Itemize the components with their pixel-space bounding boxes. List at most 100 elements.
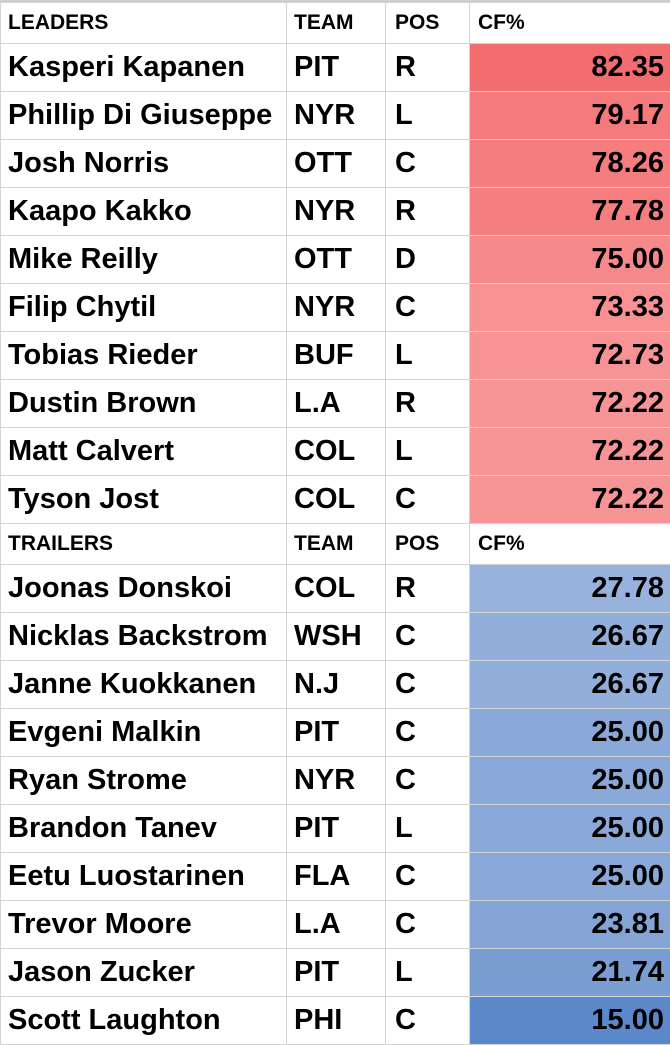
position-cell[interactable]: C [385, 283, 470, 332]
cf-percent-cell[interactable]: 72.22 [469, 475, 670, 524]
cf-percent-cell[interactable]: 72.22 [469, 379, 670, 428]
position-cell[interactable]: D [385, 235, 470, 284]
cf-percent-cell[interactable]: 15.00 [469, 996, 670, 1045]
player-name-cell[interactable]: Nicklas Backstrom [0, 612, 287, 661]
player-name-cell[interactable]: Scott Laughton [0, 996, 287, 1045]
leaders-header-label[interactable]: LEADERS [0, 2, 287, 44]
player-name-cell[interactable]: Evgeni Malkin [0, 708, 287, 757]
team-cell[interactable]: FLA [286, 852, 386, 901]
team-cell[interactable]: OTT [286, 139, 386, 188]
position-cell[interactable]: L [385, 91, 470, 140]
cf-percent-cell[interactable]: 25.00 [469, 852, 670, 901]
team-cell[interactable]: N.J [286, 660, 386, 709]
position-cell[interactable]: L [385, 948, 470, 997]
player-name-cell[interactable]: Trevor Moore [0, 900, 287, 949]
position-cell[interactable]: C [385, 139, 470, 188]
trailers-table-row: Evgeni Malkin PIT C 25.00 [0, 708, 670, 757]
trailers-table-row: Ryan Strome NYR C 25.00 [0, 756, 670, 805]
cf-percent-cell[interactable]: 75.00 [469, 235, 670, 284]
player-name-cell[interactable]: Matt Calvert [0, 427, 287, 476]
player-name-cell[interactable]: Dustin Brown [0, 379, 287, 428]
player-name-cell[interactable]: Filip Chytil [0, 283, 287, 332]
position-cell[interactable]: R [385, 43, 470, 92]
team-cell[interactable]: NYR [286, 91, 386, 140]
cf-header[interactable]: CF% [469, 523, 670, 565]
player-name-cell[interactable]: Kaapo Kakko [0, 187, 287, 236]
trailers-table-row: Jason Zucker PIT L 21.74 [0, 948, 670, 997]
team-cell[interactable]: L.A [286, 900, 386, 949]
team-cell[interactable]: L.A [286, 379, 386, 428]
team-cell[interactable]: PIT [286, 43, 386, 92]
player-name-cell[interactable]: Mike Reilly [0, 235, 287, 284]
trailers-table-row: Joonas Donskoi COL R 27.78 [0, 564, 670, 613]
cf-percent-cell[interactable]: 72.73 [469, 331, 670, 380]
player-name-cell[interactable]: Jason Zucker [0, 948, 287, 997]
leaders-table-row: Josh Norris OTT C 78.26 [0, 139, 670, 188]
player-name-cell[interactable]: Kasperi Kapanen [0, 43, 287, 92]
position-cell[interactable]: L [385, 427, 470, 476]
player-name-cell[interactable]: Phillip Di Giuseppe [0, 91, 287, 140]
player-name-cell[interactable]: Brandon Tanev [0, 804, 287, 853]
leaders-table-row: Filip Chytil NYR C 73.33 [0, 283, 670, 332]
team-cell[interactable]: COL [286, 564, 386, 613]
player-name-cell[interactable]: Tobias Rieder [0, 331, 287, 380]
position-cell[interactable]: C [385, 708, 470, 757]
team-cell[interactable]: NYR [286, 187, 386, 236]
team-cell[interactable]: PIT [286, 948, 386, 997]
trailers-table-row: Eetu Luostarinen FLA C 25.00 [0, 852, 670, 901]
position-cell[interactable]: C [385, 996, 470, 1045]
team-cell[interactable]: NYR [286, 756, 386, 805]
leaders-header-row: LEADERS TEAM POS CF% [0, 2, 670, 44]
position-cell[interactable]: R [385, 379, 470, 428]
cf-percent-cell[interactable]: 25.00 [469, 708, 670, 757]
pos-header[interactable]: POS [385, 2, 470, 44]
cf-percent-cell[interactable]: 78.26 [469, 139, 670, 188]
player-name-cell[interactable]: Tyson Jost [0, 475, 287, 524]
player-name-cell[interactable]: Eetu Luostarinen [0, 852, 287, 901]
position-cell[interactable]: C [385, 475, 470, 524]
team-cell[interactable]: COL [286, 427, 386, 476]
cf-percent-cell[interactable]: 79.17 [469, 91, 670, 140]
team-cell[interactable]: BUF [286, 331, 386, 380]
cf-percent-cell[interactable]: 82.35 [469, 43, 670, 92]
cf-percent-cell[interactable]: 77.78 [469, 187, 670, 236]
position-cell[interactable]: R [385, 187, 470, 236]
position-cell[interactable]: C [385, 612, 470, 661]
cf-percent-cell[interactable]: 26.67 [469, 660, 670, 709]
position-cell[interactable]: L [385, 804, 470, 853]
leaders-table-row: Dustin Brown L.A R 72.22 [0, 379, 670, 428]
team-cell[interactable]: PHI [286, 996, 386, 1045]
leaders-table-row: Kasperi Kapanen PIT R 82.35 [0, 43, 670, 92]
cf-percent-cell[interactable]: 25.00 [469, 804, 670, 853]
team-cell[interactable]: WSH [286, 612, 386, 661]
cf-percent-cell[interactable]: 25.00 [469, 756, 670, 805]
cf-percent-cell[interactable]: 72.22 [469, 427, 670, 476]
position-cell[interactable]: L [385, 331, 470, 380]
cf-percent-cell[interactable]: 23.81 [469, 900, 670, 949]
leaders-table-row: Tyson Jost COL C 72.22 [0, 475, 670, 524]
team-cell[interactable]: OTT [286, 235, 386, 284]
cf-percent-cell[interactable]: 26.67 [469, 612, 670, 661]
player-name-cell[interactable]: Josh Norris [0, 139, 287, 188]
team-cell[interactable]: COL [286, 475, 386, 524]
team-cell[interactable]: PIT [286, 708, 386, 757]
pos-header[interactable]: POS [385, 523, 470, 565]
position-cell[interactable]: C [385, 852, 470, 901]
position-cell[interactable]: R [385, 564, 470, 613]
trailers-table-row: Nicklas Backstrom WSH C 26.67 [0, 612, 670, 661]
team-cell[interactable]: PIT [286, 804, 386, 853]
player-name-cell[interactable]: Janne Kuokkanen [0, 660, 287, 709]
position-cell[interactable]: C [385, 900, 470, 949]
team-header[interactable]: TEAM [286, 2, 386, 44]
trailers-header-label[interactable]: TRAILERS [0, 523, 287, 565]
position-cell[interactable]: C [385, 660, 470, 709]
cf-percent-cell[interactable]: 21.74 [469, 948, 670, 997]
cf-header[interactable]: CF% [469, 2, 670, 44]
cf-percent-cell[interactable]: 27.78 [469, 564, 670, 613]
position-cell[interactable]: C [385, 756, 470, 805]
player-name-cell[interactable]: Ryan Strome [0, 756, 287, 805]
team-header[interactable]: TEAM [286, 523, 386, 565]
team-cell[interactable]: NYR [286, 283, 386, 332]
player-name-cell[interactable]: Joonas Donskoi [0, 564, 287, 613]
cf-percent-cell[interactable]: 73.33 [469, 283, 670, 332]
